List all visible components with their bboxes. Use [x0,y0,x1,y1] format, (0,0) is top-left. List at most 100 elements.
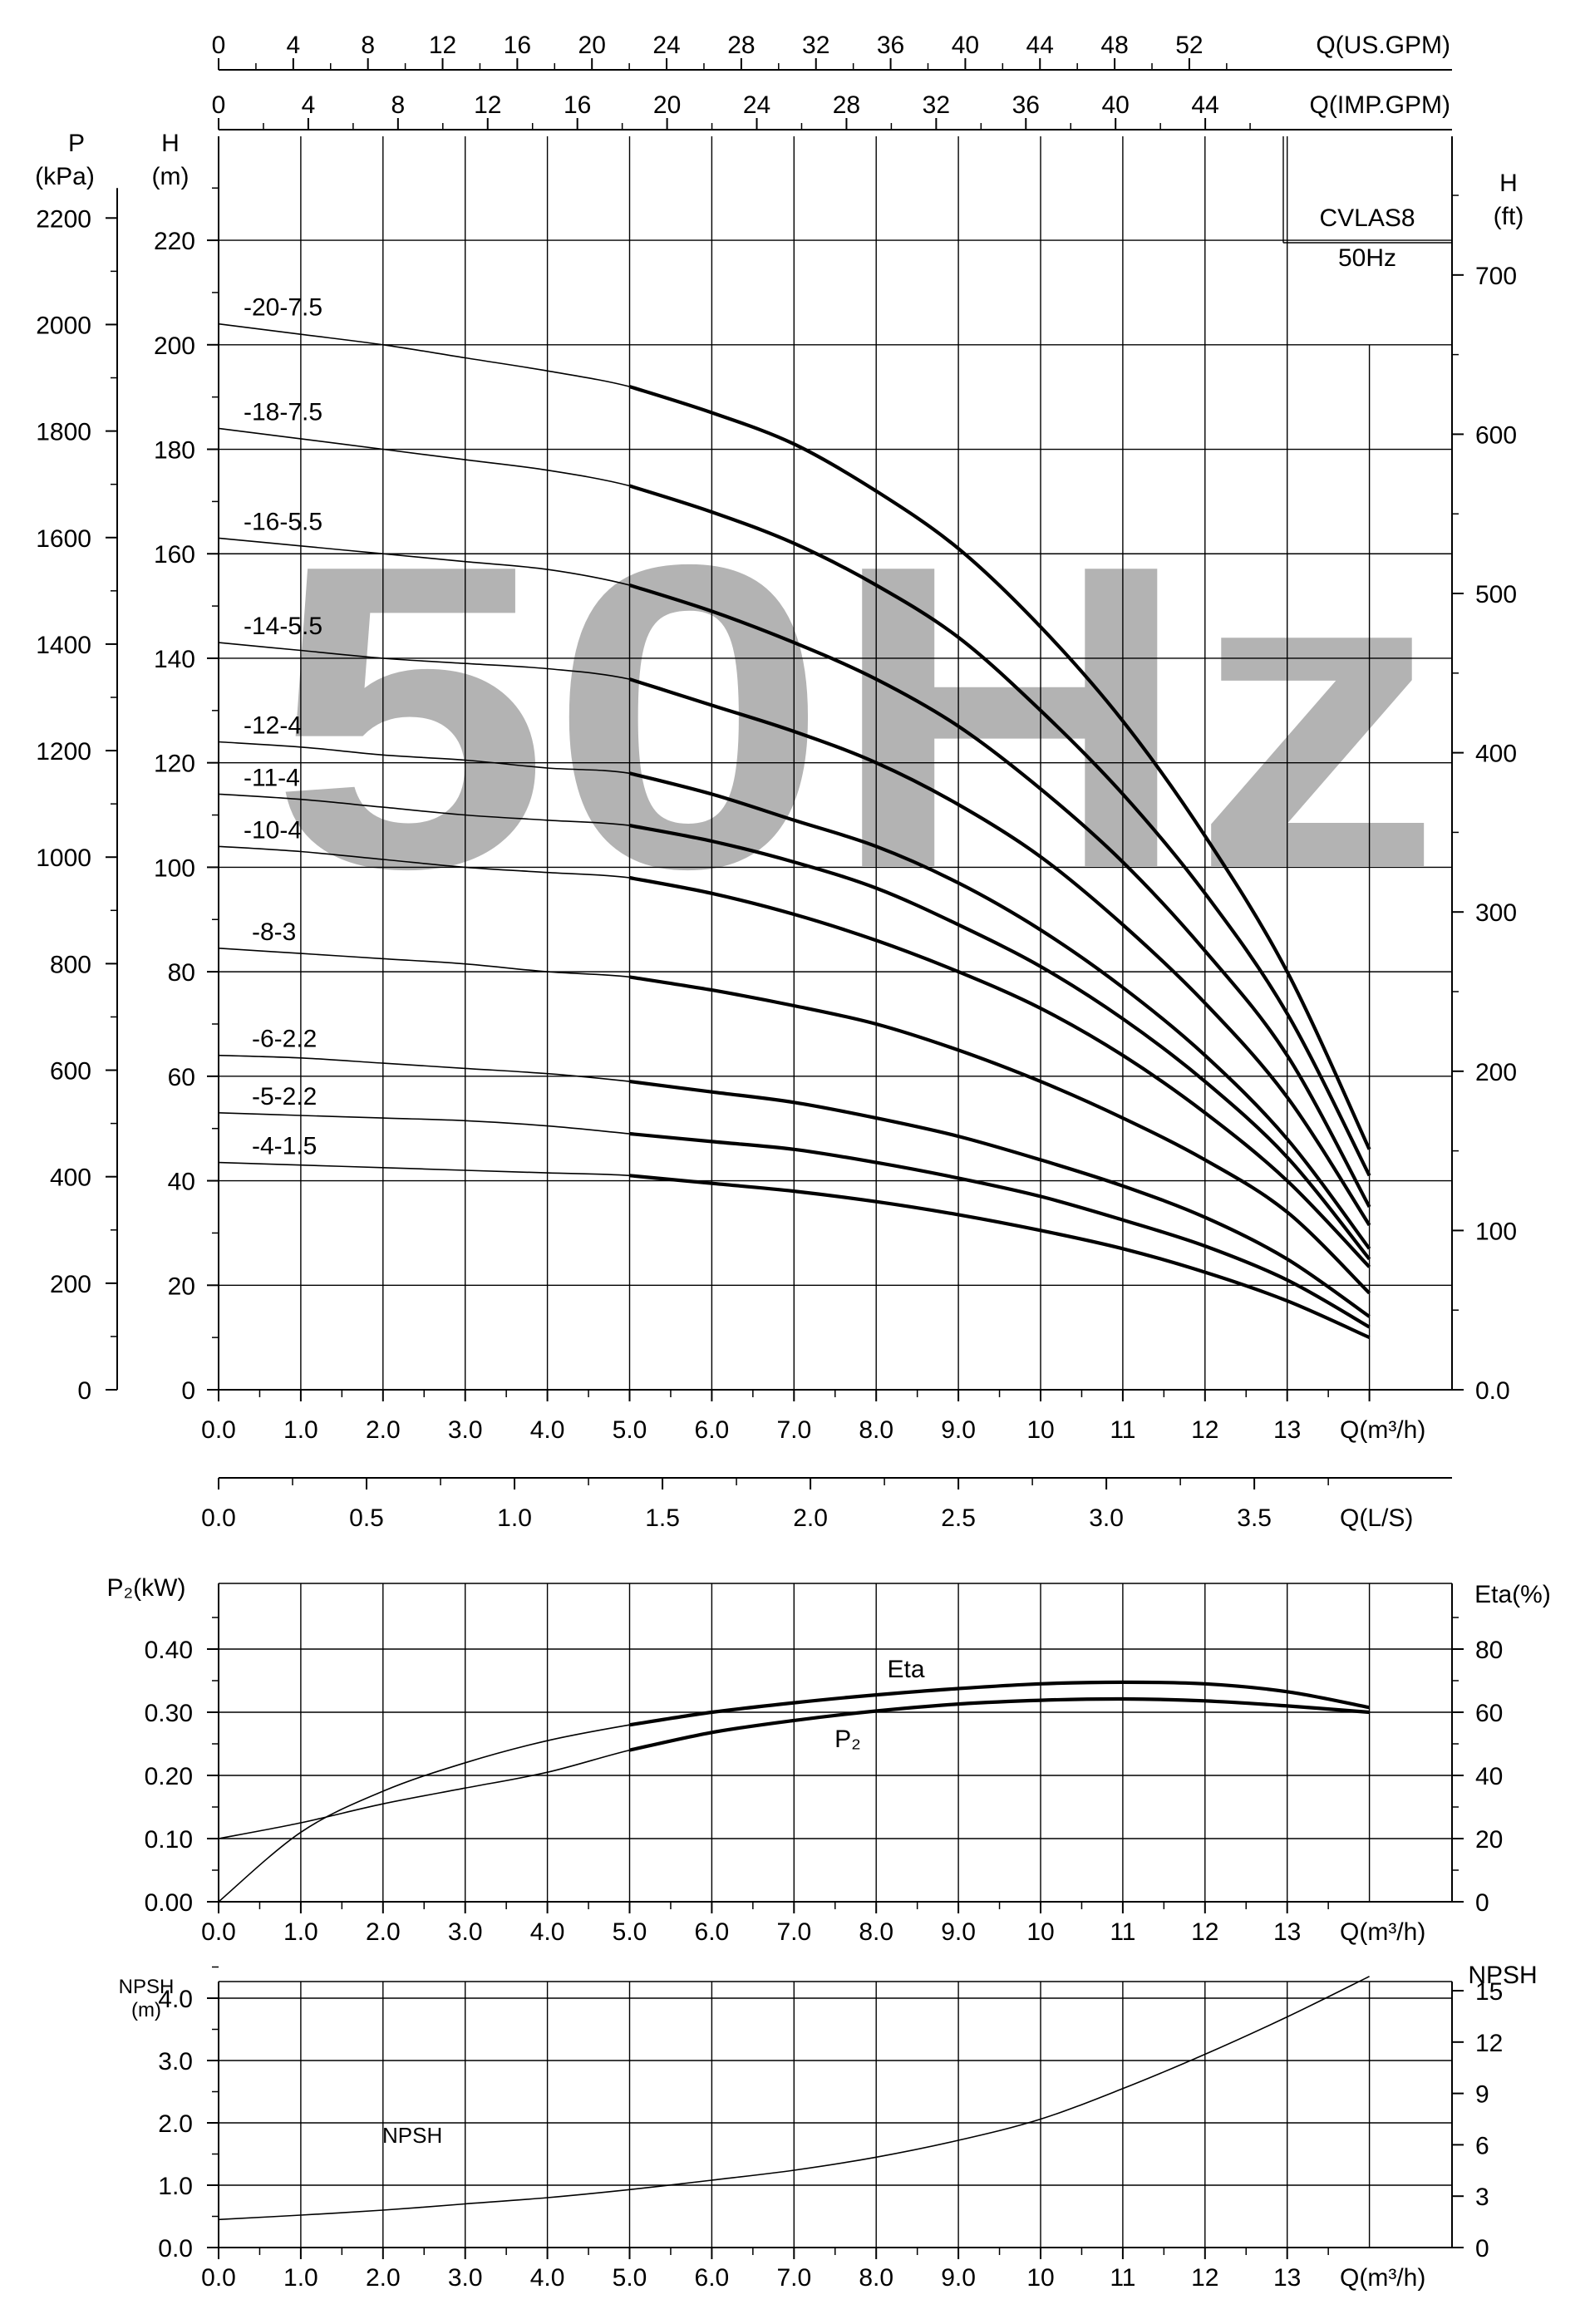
feet-axis-title-unit: (ft) [1494,203,1524,230]
pe-x-tick-label: 2.0 [366,1918,401,1946]
pressure-tick-label: 1400 [36,632,91,659]
npsh-x-tick-label: 4.0 [530,2264,565,2292]
head-y-tick-label: 20 [168,1273,195,1300]
head-x-tick-label: 11 [1110,1416,1135,1444]
us-gpm-tick-label: 8 [361,32,375,59]
imp-gpm-tick-label: 36 [1012,91,1040,119]
head-y-tick-label: 160 [154,541,195,569]
imp-gpm-tick-label: 40 [1102,91,1130,119]
head-x-tick-label: 6.0 [695,1416,730,1444]
head-x-tick-label: 1.0 [283,1416,318,1444]
ls-axis-title: Q(L/S) [1340,1504,1413,1532]
npsh-ft-tick-label: 9 [1475,2081,1489,2109]
npsh-ft-tick-label: 6 [1475,2132,1489,2159]
pe-x-tick-label: 11 [1110,1918,1135,1946]
head-curve--11-4-operating-line [629,824,1371,1261]
head-curve--5-2_2-operating-line [629,1131,1371,1329]
npsh-ft-tick-label: 0 [1475,2235,1489,2262]
ls-tick-label: 1.5 [645,1504,680,1532]
imp-gpm-tick-label: 12 [474,91,501,119]
head-x-tick-label: 2.0 [366,1416,401,1444]
power-curve-label: P₂ [834,1726,861,1753]
us-gpm-tick-label: 40 [952,32,979,59]
head-y-tick-label: 220 [154,228,195,255]
power-tick-label: 0.10 [145,1826,193,1854]
eta-tick-label: 60 [1475,1700,1503,1727]
npsh-m-tick-label: 3.0 [158,2048,193,2075]
power-tick-label: 0.30 [145,1700,193,1727]
us-gpm-tick-label: 12 [429,32,456,59]
head-x-axis-title: Q(m³/h) [1340,1416,1425,1444]
ls-tick-label: 0.5 [349,1504,384,1532]
power-axis-title: P₂(kW) [107,1574,186,1602]
eta-curve-label: Eta [887,1656,924,1683]
ls-tick-label: 2.5 [941,1504,976,1532]
pe-x-tick-label: 9.0 [941,1918,976,1946]
head-y-tick-label: 120 [154,751,195,778]
power-tick-label: 0.40 [145,1637,193,1664]
npsh-x-tick-label: 1.0 [283,2264,318,2292]
power-tick-label: 0.20 [145,1763,193,1790]
us-gpm-tick-label: 36 [877,32,904,59]
us-gpm-tick-label: 0 [212,32,226,59]
head-curve--16-5_5-operating-line [628,583,1371,1209]
pressure-tick-label: 800 [50,951,91,978]
head-curve--12-4-operating-line [628,771,1371,1250]
feet-tick-label: 200 [1475,1059,1517,1086]
us-gpm-tick-label: 28 [727,32,755,59]
head-x-tick-label: 3.0 [448,1416,483,1444]
npsh-x-tick-label: 3.0 [448,2264,483,2292]
pressure-tick-label: 200 [50,1271,91,1298]
head-curve-label: -8-3 [252,918,296,946]
npsh-left-title-unit: (m) [131,1999,161,2021]
pe-x-tick-label: 12 [1191,1918,1218,1946]
imp-gpm-tick-label: 20 [653,91,681,119]
watermark-text: 50Hz [270,475,1442,958]
us-gpm-tick-label: 20 [578,32,606,59]
head-y-tick-label: 200 [154,332,195,360]
head-curve-label: -12-4 [244,712,302,740]
ls-tick-label: 1.0 [497,1504,532,1532]
head-x-tick-label: 7.0 [776,1416,811,1444]
npsh-x-axis-title: Q(m³/h) [1340,2264,1425,2292]
pe-x-tick-label: 0.0 [201,1918,236,1946]
pe-x-tick-label: 8.0 [859,1918,893,1946]
npsh-right-title-name: NPSH [1468,1962,1537,1989]
imp-gpm-tick-label: 4 [302,91,316,119]
ls-tick-label: 0.0 [201,1504,236,1532]
imp-gpm-tick-label: 32 [923,91,950,119]
npsh-ft-tick-label: 15 [1475,1978,1503,2006]
pe-x-tick-label: 10 [1026,1918,1054,1946]
pressure-tick-label: 1600 [36,525,91,553]
npsh-x-tick-label: 7.0 [776,2264,811,2292]
pe-x-tick-label: 5.0 [613,1918,647,1946]
head-y-axis-title-symbol: H [161,130,180,157]
eta-curve-operating-line [629,1680,1371,1727]
head-y-tick-label: 60 [168,1064,195,1091]
npsh-left-title-name: NPSH [119,1976,175,1998]
head-curve-label: -5-2.2 [252,1083,317,1110]
head-x-tick-label: 12 [1191,1416,1218,1444]
head-y-tick-label: 0 [181,1377,195,1405]
series-layer [218,323,1371,2221]
head-curve-label: -4-1.5 [252,1133,317,1160]
npsh-x-tick-label: 0.0 [201,2264,236,2292]
imp-gpm-tick-label: 16 [564,91,591,119]
grid-layer [219,136,1452,2248]
npsh-x-tick-label: 13 [1273,2264,1301,2292]
pressure-tick-label: 0 [77,1377,91,1405]
eta-tick-label: 40 [1475,1763,1503,1790]
pressure-tick-label: 400 [50,1164,91,1192]
feet-tick-label: 100 [1475,1218,1517,1245]
feet-tick-label: 500 [1475,581,1517,608]
head-curve--8-3-operating-line [629,975,1371,1295]
pressure-axis-title-symbol: P [68,130,85,157]
head-y-axis-title-unit: (m) [152,163,190,190]
npsh-x-tick-label: 6.0 [695,2264,730,2292]
head-curve-label: -16-5.5 [244,508,322,535]
feet-tick-label: 700 [1475,263,1517,290]
us-gpm-tick-label: 52 [1175,32,1203,59]
npsh-x-tick-label: 5.0 [613,2264,647,2292]
npsh-curve-line [218,1976,1370,2221]
